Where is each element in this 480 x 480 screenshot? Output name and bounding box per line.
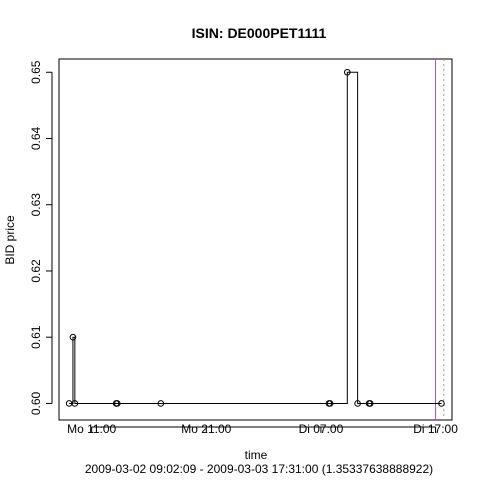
vertical-markers (435, 59, 445, 420)
y-tick-label: 0.60 (29, 391, 43, 415)
data-point (326, 400, 334, 407)
x-axis-label: time (245, 448, 268, 462)
data-point (71, 400, 79, 407)
x-tick-label: Di 07:00 (299, 422, 344, 436)
y-tick-label: 0.61 (29, 325, 43, 349)
x-axis: Mo 11:00 Mo 21:00 Di 07:00 Di 17:00 (67, 422, 458, 436)
data-point (113, 400, 121, 407)
y-tick-label: 0.62 (29, 259, 43, 283)
data-point (157, 400, 165, 407)
chart-subtitle: 2009-03-02 09:02:09 - 2009-03-03 17:31:0… (85, 462, 433, 476)
data-point (366, 400, 374, 407)
plot-frame (58, 58, 453, 421)
y-tick-label: 0.65 (29, 60, 43, 84)
y-axis: 0.60 0.61 0.62 0.63 0.64 0.65 (29, 60, 53, 415)
price-series (65, 68, 445, 407)
y-axis-label: BID price (3, 215, 17, 265)
x-tick-label: Mo 21:00 (181, 422, 231, 436)
y-tick-label: 0.64 (29, 126, 43, 150)
data-point (69, 333, 77, 341)
data-point (438, 400, 445, 407)
y-tick-label: 0.63 (29, 193, 43, 217)
chart-title: ISIN: DE000PET1111 (192, 25, 327, 41)
data-point (354, 400, 361, 407)
x-tick-label: Mo 11:00 (67, 422, 116, 436)
x-tick-label: Di 17:00 (413, 422, 458, 436)
price-step-line (69, 71, 442, 404)
data-point (344, 68, 351, 76)
